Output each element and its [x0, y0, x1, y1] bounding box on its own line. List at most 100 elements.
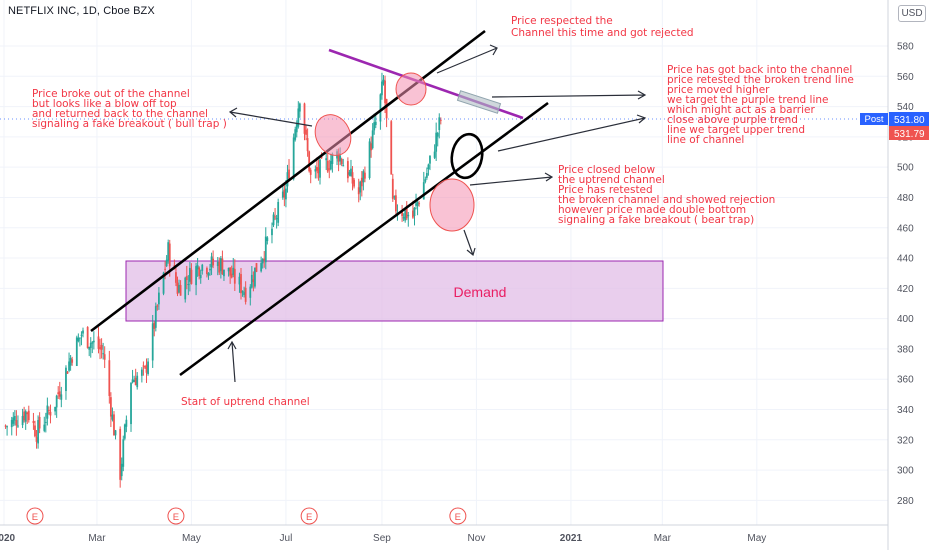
bear-trap-highlight: [429, 178, 475, 232]
candle-body: [175, 272, 177, 283]
candle-body: [122, 439, 125, 467]
candle-body: [416, 201, 419, 206]
candle-body: [374, 121, 377, 126]
candle-body: [422, 182, 425, 200]
candle-body: [362, 171, 365, 183]
candle-body: [285, 188, 287, 200]
candle-body: [413, 207, 416, 217]
candle-body: [158, 292, 160, 305]
candle-body: [108, 360, 111, 396]
candle-body: [49, 411, 52, 416]
annotation-line: line we target upper trend: [667, 124, 805, 136]
lower-channel-line: [179, 101, 549, 377]
candle-body: [402, 217, 405, 219]
annotation-line: which might act as a barrier: [667, 104, 815, 116]
candle-body: [66, 371, 69, 374]
candle-body: [391, 178, 394, 199]
annotation-line: price retested the broken trend line: [667, 74, 854, 86]
candle-body: [381, 81, 383, 96]
candle-body: [80, 334, 83, 336]
candle-body: [439, 119, 442, 121]
currency-button[interactable]: USD: [898, 5, 926, 22]
candle-body: [283, 189, 286, 198]
candle-body: [44, 421, 47, 423]
candle-body: [88, 346, 91, 350]
candle-body: [373, 122, 376, 131]
candle-body: [71, 359, 74, 363]
candle-body: [350, 168, 352, 177]
candle-body: [407, 214, 410, 217]
candle-body: [133, 379, 136, 382]
candle-body: [145, 364, 148, 373]
candle-body: [168, 243, 171, 267]
time-axis[interactable]: 2020 Mar May Jul Sep Nov 2021 Mar May: [0, 533, 766, 544]
candle-body: [351, 172, 354, 184]
candle-body: [195, 266, 197, 286]
annotation-line: Price closed below: [558, 164, 655, 176]
post-tag-value-bg: [889, 112, 929, 126]
candle-body: [221, 258, 224, 275]
candle-body: [385, 99, 388, 119]
candle-body: [315, 166, 318, 171]
y-tick-label: 380: [897, 344, 914, 355]
annotation-line: Channel this time and got rejected: [511, 27, 694, 39]
earnings-marker[interactable]: [26, 507, 44, 525]
candle-body: [103, 354, 106, 360]
candle-body: [24, 411, 27, 422]
x-tick-label: Sep: [373, 533, 391, 544]
x-tick-label: Mar: [88, 533, 106, 544]
annotation-line: but looks like a blow off top: [32, 98, 177, 110]
candle-body: [353, 179, 355, 187]
annotation-bear-trap: Price closed below the uptrend channel P…: [558, 164, 775, 226]
candle-body: [21, 415, 24, 426]
candle-body: [233, 268, 236, 284]
candle-body: [55, 395, 58, 408]
candle-body: [65, 367, 67, 392]
candle-body: [156, 305, 159, 307]
candle-body: [34, 425, 36, 437]
candle-body: [384, 80, 386, 104]
candle-body: [424, 179, 427, 182]
price-axis[interactable]: 2803003203403603804004204404604805005205…: [897, 42, 914, 507]
candle-body: [368, 141, 371, 178]
candle-body: [58, 391, 61, 397]
candle-body: [82, 330, 84, 334]
y-tick-label: 360: [897, 375, 914, 386]
candle-body: [6, 426, 8, 428]
candle-body: [264, 236, 267, 263]
annotation-line: we target the purple trend line: [667, 94, 829, 106]
candle-body: [111, 414, 114, 420]
candle-body: [308, 151, 311, 172]
annotation-back-in-channel: Price has got back into the channel pric…: [667, 64, 854, 146]
candle-body: [136, 375, 139, 388]
demand-zone: [125, 260, 664, 322]
annotation-line: signaling a fake breakout ( bull trap ): [32, 118, 227, 130]
last-tag-value: 531.79: [894, 129, 925, 140]
annotation-line: the broken channel and showed rejection: [558, 194, 775, 206]
x-tick-label: Mar: [654, 533, 672, 544]
candle-body: [151, 323, 154, 361]
annotation-line: the uptrend channel: [558, 174, 665, 186]
candle-body: [120, 463, 123, 477]
last-tag-bg: [889, 126, 929, 140]
candle-body: [38, 416, 41, 429]
candle-body: [46, 405, 49, 419]
earnings-marker[interactable]: [449, 507, 467, 525]
candle-body: [162, 272, 165, 294]
candle-body: [97, 336, 100, 349]
candle-body: [255, 263, 258, 272]
earnings-marker[interactable]: [300, 507, 318, 525]
candle-body: [125, 419, 128, 427]
candle-body: [229, 267, 232, 276]
candle-body: [238, 276, 241, 285]
candle-body: [337, 153, 340, 162]
candle-body: [297, 108, 300, 127]
earnings-marker[interactable]: [167, 507, 185, 525]
candle-body: [86, 327, 89, 348]
annotation-line: signaling a fake breakout ( bear trap): [558, 214, 754, 226]
candle-body: [275, 218, 278, 220]
y-tick-label: 560: [897, 72, 914, 83]
candle-body: [210, 256, 213, 268]
candle-body: [140, 369, 143, 376]
